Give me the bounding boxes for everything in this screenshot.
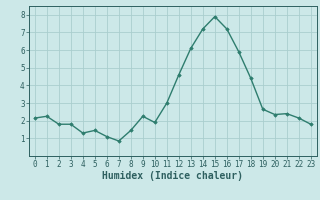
X-axis label: Humidex (Indice chaleur): Humidex (Indice chaleur)	[102, 171, 243, 181]
